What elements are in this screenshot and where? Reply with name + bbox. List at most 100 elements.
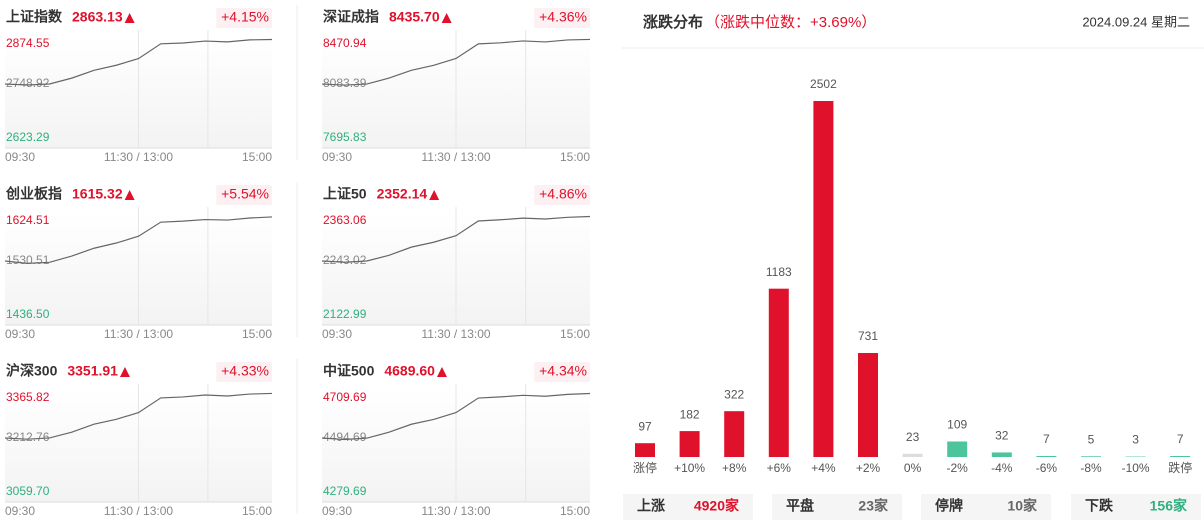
- y-tick-label: 2874.55: [6, 36, 50, 50]
- y-tick-label: 3059.70: [6, 484, 50, 498]
- bar-value: 7: [1043, 432, 1050, 446]
- y-tick-label: 1436.50: [6, 307, 50, 321]
- bar: [1170, 456, 1191, 457]
- x-tick-label: 09:30: [322, 150, 352, 164]
- up-arrow: [436, 367, 447, 377]
- index-price: 4689.60: [384, 363, 435, 379]
- bar-category: +2%: [856, 461, 881, 475]
- bar-category: 涨停: [633, 460, 657, 475]
- summary-label: 停牌: [935, 498, 963, 514]
- y-tick-label: 8083.39: [323, 76, 367, 90]
- y-tick-label: 7695.83: [323, 130, 367, 144]
- bar-value: 97: [638, 419, 652, 433]
- x-tick-label: 15:00: [560, 150, 590, 164]
- index-change: +4.33%: [221, 363, 269, 379]
- summary-box: [772, 494, 902, 520]
- y-tick-label: 4709.69: [323, 390, 367, 404]
- x-tick-label: 11:30 / 13:00: [104, 504, 173, 518]
- dist-title: 涨跌分布: [643, 13, 703, 31]
- y-tick-label: 2748.92: [6, 76, 50, 90]
- y-tick-label: 1530.51: [6, 253, 50, 267]
- change-box: [534, 362, 590, 382]
- summary-box: [1071, 494, 1201, 520]
- up-arrow: [124, 190, 135, 200]
- bar: [858, 352, 878, 457]
- summary-value: 4920家: [694, 498, 740, 514]
- bar-value: 5: [1088, 432, 1095, 446]
- bar-category: -10%: [1122, 461, 1150, 475]
- x-tick-label: 15:00: [242, 327, 272, 341]
- bar-value: 2502: [810, 77, 837, 91]
- y-tick-label: 3365.82: [6, 390, 50, 404]
- index-name: 中证500: [323, 363, 375, 379]
- bar: [1081, 456, 1101, 457]
- dist-subtitle: （涨跌中位数：+3.69%）: [705, 14, 876, 31]
- dist-date: 2024.09.24 星期二: [1082, 14, 1190, 29]
- y-tick-label: 4279.69: [323, 484, 367, 498]
- bar-value: 731: [858, 329, 878, 343]
- index-line: [4, 38, 273, 86]
- index-change: +4.34%: [539, 363, 587, 379]
- up-arrow: [119, 367, 130, 377]
- bar-category: 0%: [904, 461, 922, 475]
- bar-value: 1183: [766, 265, 792, 279]
- up-arrow: [124, 13, 135, 23]
- change-box: [216, 185, 272, 205]
- index-line: [321, 215, 591, 263]
- summary-value: 156家: [1150, 498, 1188, 514]
- x-tick-label: 15:00: [242, 504, 272, 518]
- index-line: [4, 216, 273, 264]
- index-line: [4, 392, 273, 440]
- bar-category: -2%: [947, 461, 969, 475]
- bar: [947, 441, 968, 457]
- x-tick-label: 11:30 / 13:00: [421, 504, 490, 518]
- bar: [768, 288, 789, 457]
- y-tick-label: 4494.69: [323, 430, 367, 444]
- summary-label: 平盘: [786, 498, 814, 514]
- index-line: [321, 38, 591, 86]
- index-price: 2352.14: [377, 186, 428, 202]
- index-price: 2863.13: [72, 9, 123, 25]
- bar-category: -8%: [1080, 461, 1102, 475]
- bar-category: -6%: [1036, 461, 1058, 475]
- bar-value: 322: [724, 387, 744, 401]
- index-name: 上证50: [323, 186, 367, 202]
- x-tick-label: 09:30: [5, 150, 35, 164]
- x-tick-label: 15:00: [560, 327, 590, 341]
- bar-category: +6%: [767, 461, 792, 475]
- x-tick-label: 09:30: [322, 504, 352, 518]
- y-tick-label: 2243.02: [323, 253, 367, 267]
- change-box: [534, 8, 590, 28]
- change-box: [216, 362, 272, 382]
- x-tick-label: 11:30 / 13:00: [104, 150, 173, 164]
- summary-value: 23家: [858, 498, 889, 514]
- index-change: +4.86%: [539, 186, 587, 202]
- bar-category: 跌停: [1168, 460, 1192, 475]
- summary-label: 下跌: [1085, 498, 1114, 514]
- x-tick-label: 09:30: [5, 504, 35, 518]
- up-arrow: [441, 13, 452, 23]
- index-price: 8435.70: [389, 9, 440, 25]
- summary-box: [921, 494, 1051, 520]
- bar-category: +4%: [811, 461, 836, 475]
- index-change: +4.36%: [539, 9, 587, 25]
- x-tick-label: 15:00: [242, 150, 272, 164]
- x-tick-label: 11:30 / 13:00: [421, 150, 490, 164]
- bar-category: -4%: [991, 461, 1013, 475]
- bar-value: 7: [1177, 432, 1184, 446]
- bar-value: 23: [906, 430, 920, 444]
- bar: [679, 431, 700, 457]
- index-change: +5.54%: [221, 186, 269, 202]
- bar-value: 3: [1132, 433, 1139, 447]
- bar: [635, 443, 655, 457]
- index-name: 沪深300: [6, 363, 58, 379]
- index-line: [321, 392, 591, 441]
- index-name: 上证指数: [6, 9, 63, 25]
- y-tick-label: 8470.94: [323, 36, 367, 50]
- x-tick-label: 09:30: [322, 327, 352, 341]
- bar: [724, 411, 745, 457]
- bar-category: +8%: [722, 461, 747, 475]
- change-box: [534, 185, 590, 205]
- index-name: 创业板指: [5, 186, 62, 202]
